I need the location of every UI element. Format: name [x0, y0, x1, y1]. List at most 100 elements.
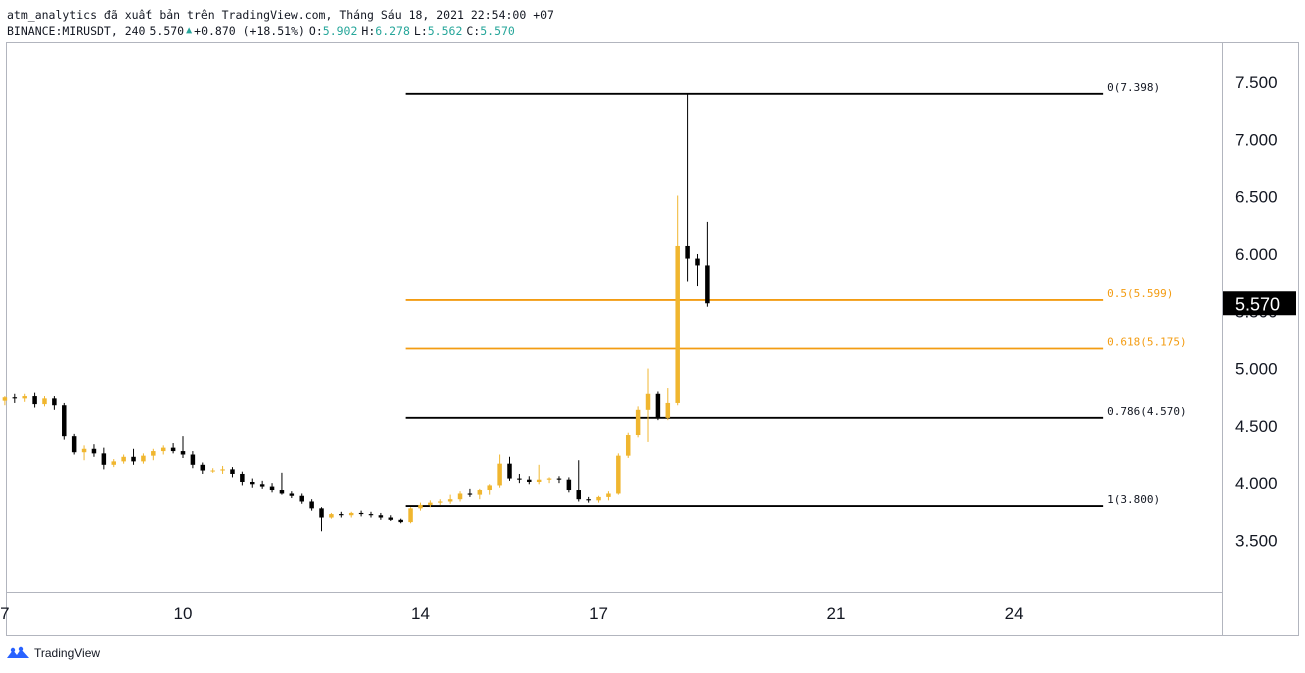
candle-body — [655, 393, 661, 418]
candle-body — [675, 245, 680, 403]
fib-level-label: 0.786(4.570) — [1107, 405, 1186, 418]
candle-body — [467, 493, 473, 495]
candle-body — [52, 398, 57, 406]
candle-body — [428, 502, 433, 505]
candle-body — [259, 484, 265, 487]
last-price-badge — [1223, 291, 1296, 316]
candle-body — [665, 402, 671, 418]
tradingview-logo-icon — [7, 646, 29, 658]
candle-body — [635, 409, 641, 436]
candle-body — [160, 447, 166, 452]
candle-body — [309, 501, 314, 509]
ohlc-line: BINANCE:MIRUSDT, 240 5.570 ▲ +0.870 (+18… — [7, 23, 554, 39]
x-tick-label: 21 — [827, 604, 846, 623]
candle-body — [121, 456, 126, 462]
candle-body — [220, 469, 225, 471]
candle-body — [398, 519, 403, 523]
candle-body — [368, 514, 374, 516]
fib-level-label: 0(7.398) — [1107, 81, 1160, 94]
y-tick-label: 6.500 — [1235, 188, 1278, 207]
fib-level-label: 1(3.800) — [1107, 493, 1160, 506]
candle-body — [2, 397, 8, 401]
candle-body — [210, 470, 215, 472]
candle-body — [22, 396, 27, 399]
candle-body — [418, 504, 423, 509]
x-tick-label: 24 — [1005, 604, 1024, 623]
candle-body — [685, 245, 690, 259]
x-tick-label: 7 — [0, 604, 9, 623]
high-value: 6.278 — [375, 24, 410, 38]
tradingview-footer[interactable]: TradingView — [6, 646, 100, 660]
candle-body — [616, 455, 621, 494]
candle-body — [487, 485, 492, 491]
fibonacci-retracement[interactable]: 0(7.398) 0.5(5.599) 0.618(5.175) 0.786(4.57… — [405, 81, 1187, 507]
candle-body — [527, 479, 532, 482]
y-tick-label: 6.000 — [1235, 245, 1278, 264]
candle-body — [695, 258, 700, 266]
candle-body — [32, 396, 37, 405]
candle-body — [348, 512, 354, 516]
candle-body — [329, 514, 334, 518]
candle-body — [141, 455, 146, 462]
y-tick-label: 5.000 — [1235, 360, 1278, 379]
candle-body — [170, 447, 176, 452]
candle-body — [606, 493, 611, 497]
price-axis[interactable]: 3.5004.0004.5005.0005.5006.0006.5007.000… — [1235, 73, 1278, 550]
close-label: C: — [466, 24, 481, 38]
last-price-value: 5.570 — [1235, 294, 1280, 314]
candle-body — [131, 456, 136, 462]
tradingview-brand: TradingView — [34, 646, 101, 660]
candle-body — [645, 393, 651, 410]
high-label: H: — [361, 24, 376, 38]
candle-body — [447, 499, 453, 502]
candle-body — [190, 454, 196, 465]
candle-body — [576, 490, 582, 500]
candle-body — [556, 478, 562, 480]
price-change: +0.870 (+18.51%) — [194, 24, 305, 38]
y-tick-label: 4.500 — [1235, 417, 1278, 436]
candle-body — [625, 435, 631, 456]
candle-body — [546, 478, 552, 480]
candle-body — [279, 490, 285, 494]
candle-body — [339, 514, 344, 516]
candle-body — [437, 501, 443, 503]
publisher-info: atm_analytics đã xuất bản trên TradingVi… — [7, 8, 554, 22]
open-value: 5.902 — [322, 24, 358, 38]
last-price-marker: 5.570 — [1223, 291, 1296, 316]
candle-body — [497, 463, 502, 486]
candle-body — [507, 463, 512, 479]
open-label: O: — [308, 24, 323, 38]
low-value: 5.562 — [427, 24, 463, 38]
candle-body — [586, 499, 591, 501]
x-tick-label: 17 — [589, 604, 608, 623]
last-price: 5.570 — [149, 24, 185, 38]
chart-header: atm_analytics đã xuất bản trên TradingVi… — [7, 7, 554, 39]
candle-body — [388, 517, 394, 520]
symbol-label[interactable]: BINANCE:MIRUSDT, 240 — [7, 24, 146, 38]
fib-level-label: 0.618(5.175) — [1107, 336, 1186, 349]
low-label: L: — [413, 24, 428, 38]
candle-body — [705, 265, 710, 304]
candle-body — [151, 451, 156, 456]
time-axis[interactable]: 7 10 14 17 21 24 — [0, 604, 1023, 623]
candle-body — [517, 478, 522, 480]
candle-body — [250, 482, 255, 485]
candle-body — [457, 493, 463, 500]
publisher-line: atm_analytics đã xuất bản trên TradingVi… — [7, 7, 554, 23]
candle-body — [319, 508, 324, 518]
candle-body — [536, 479, 542, 482]
candle-body — [289, 493, 295, 496]
candle-body — [240, 473, 245, 482]
candle-body — [62, 405, 67, 437]
candle-body — [269, 486, 275, 491]
candle-body — [408, 508, 413, 523]
chart-frame — [6, 42, 1299, 636]
fib-level-label: 0.5(5.599) — [1107, 287, 1173, 300]
candle-body — [111, 461, 116, 465]
candle-body — [81, 448, 87, 453]
x-tick-label: 10 — [174, 604, 193, 623]
candle-body — [358, 512, 364, 515]
up-arrow-icon: ▲ — [186, 25, 193, 36]
candle-body — [42, 398, 47, 405]
